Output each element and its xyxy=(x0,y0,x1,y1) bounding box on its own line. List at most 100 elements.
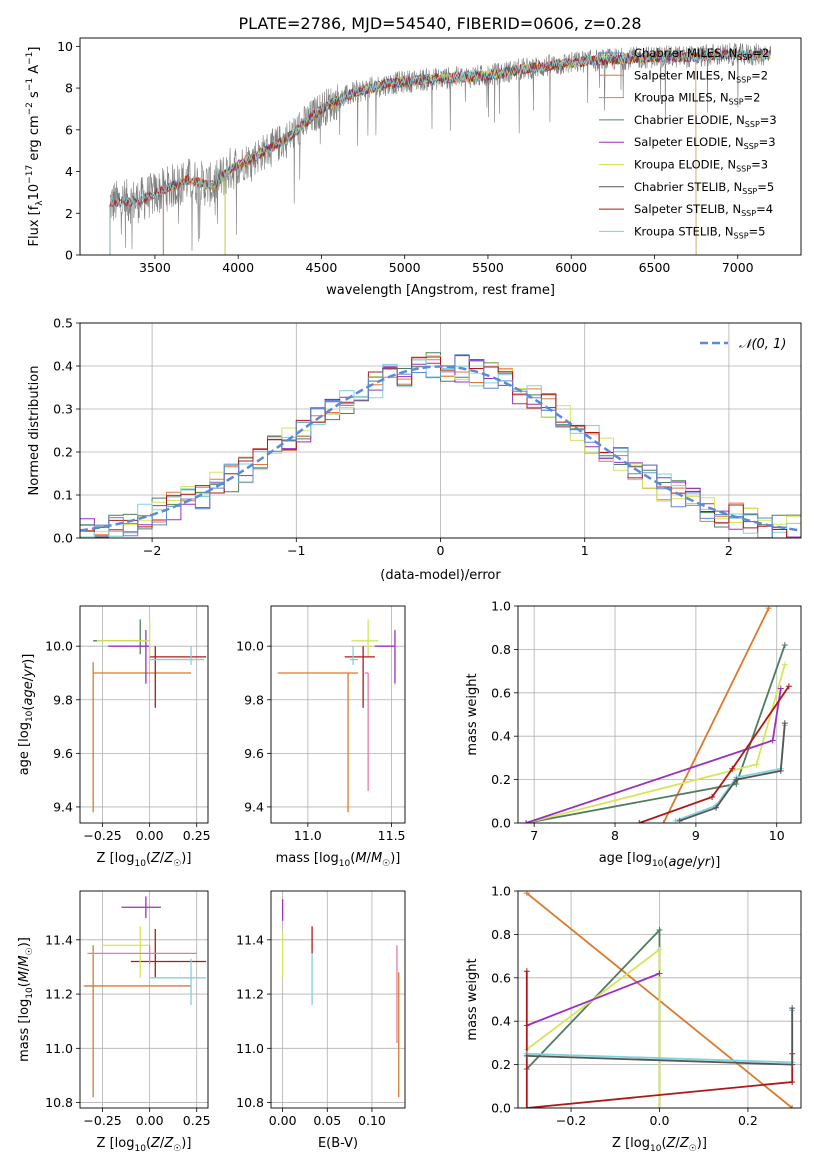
weight-point-marker xyxy=(713,804,720,811)
y-tick-label: 6 xyxy=(65,122,73,137)
weight-series-line xyxy=(525,971,794,1108)
x-tick-label: 7 xyxy=(530,828,538,843)
x-tick-label: 9 xyxy=(692,828,700,843)
panels: 3500 4000 4500 5000 5500 6000 6500 70000246810w… xyxy=(17,37,802,1154)
x-tick-label: −1 xyxy=(287,543,305,558)
weight-plot-area xyxy=(523,891,796,1108)
y-tick-label: 0.4 xyxy=(491,729,511,744)
y-tick-label: 11.2 xyxy=(45,987,73,1002)
axes-frame xyxy=(79,890,209,1109)
y-tick-label: 0.6 xyxy=(491,685,511,700)
x-tick-label: 0.2 xyxy=(738,1113,758,1128)
weight-point-marker xyxy=(781,661,788,668)
y-axis-label: mass weight xyxy=(465,958,480,1040)
x-axis-label: (data-model)/error xyxy=(380,568,501,583)
legend-label: Kroupa ELODIE, NSSP=3 xyxy=(634,158,768,174)
x-tick-label: 1 xyxy=(581,543,589,558)
x-tick-label: −0.25 xyxy=(83,828,121,843)
x-tick-label: 0.05 xyxy=(313,1113,341,1128)
y-tick-label: 0.4 xyxy=(53,359,73,374)
y-tick-label: 0.2 xyxy=(53,445,73,460)
spectrum-plot-area xyxy=(109,42,772,255)
x-tick-label: 4500 xyxy=(306,260,338,275)
y-tick-label: 0.0 xyxy=(491,1101,511,1116)
x-axis-label: wavelength [Angstrom, rest frame] xyxy=(326,283,555,298)
x-tick-label: 11.5 xyxy=(378,828,406,843)
legend-label: Chabrier STELIB, NSSP=5 xyxy=(634,180,774,196)
weight-point-marker xyxy=(729,765,736,772)
weight-point-marker xyxy=(785,683,792,690)
legend-label: 𝒩(0, 1) xyxy=(739,337,786,352)
y-tick-label: 0.4 xyxy=(491,1014,511,1029)
errorbar-plot-area xyxy=(271,891,405,1108)
y-tick-label: 0.0 xyxy=(53,531,73,546)
weight-point-marker xyxy=(733,776,740,783)
figure-title: PLATE=2786, MJD=54540, FIBERID=0606, z=0… xyxy=(238,14,641,33)
x-tick-label: 0.0 xyxy=(650,1113,670,1128)
weight-point-marker xyxy=(777,767,784,774)
y-tick-label: 11.0 xyxy=(45,1041,73,1056)
x-tick-label: 6500 xyxy=(639,260,671,275)
y-tick-label: 11.2 xyxy=(236,987,264,1002)
weight-point-marker xyxy=(656,927,663,934)
spectrum-panel: 3500 4000 4500 5000 5500 6000 6500 7000 0 2 4 6 8 10 w… xyxy=(25,37,802,298)
y-tick-label: 0.3 xyxy=(53,402,73,417)
y-tick-label: 10.0 xyxy=(236,639,264,654)
y-tick-label: 0.8 xyxy=(491,927,511,942)
y-tick-label: 9.8 xyxy=(53,692,73,707)
y-tick-label: 1.0 xyxy=(491,599,511,614)
legend-label: Salpeter ELODIE, NSSP=3 xyxy=(634,135,776,151)
x-axis-label: E(B-V) xyxy=(318,1136,358,1151)
weight-point-marker xyxy=(789,1105,796,1108)
weight-vs-z-panel: −0.2 0.0 0.2 0.0 0.2 0.4 0.6 0.8 1.0 Z [log10(Z/Z… xyxy=(465,884,802,1154)
weight-point-marker xyxy=(656,1105,663,1108)
weight-point-marker xyxy=(523,1105,530,1108)
x-tick-label: 0.00 xyxy=(136,828,164,843)
y-tick-label: 0.6 xyxy=(491,970,511,985)
y-axis-label: Normed distribution xyxy=(27,366,42,496)
x-axis-label: age [log10(age/yr)] xyxy=(599,851,721,870)
weight-point-marker xyxy=(523,820,530,823)
y-tick-label: 11.0 xyxy=(236,1041,264,1056)
x-axis-label: mass [log10(M/M☉)] xyxy=(276,851,401,869)
x-axis-label: Z [log10(Z/Z☉)] xyxy=(97,851,192,869)
y-tick-label: 9.6 xyxy=(53,746,73,761)
x-tick-label: 7000 xyxy=(722,260,754,275)
age-vs-mass-panel: 11.0 11.5 9.4 9.6 9.8 10.0 mass [log10(M/M☉)] xyxy=(236,605,406,869)
mass-vs-z-panel: −0.25 0.00 0.25 10.8 11.0 11.2 11.4 Z [log10(Z/… xyxy=(17,890,211,1154)
x-tick-label: −2 xyxy=(143,543,161,558)
y-tick-label: 9.6 xyxy=(244,746,264,761)
y-tick-label: 4 xyxy=(65,164,73,179)
y-tick-label: 10.8 xyxy=(236,1095,264,1110)
x-tick-label: 6000 xyxy=(555,260,587,275)
y-tick-label: 0.8 xyxy=(491,642,511,657)
legend-label: Chabrier ELODIE, NSSP=3 xyxy=(634,113,777,129)
age-vs-z-panel: −0.25 0.00 0.25 9.4 9.6 9.8 10.0 Z [log10(Z/Z☉)… xyxy=(17,605,211,869)
weight-point-marker xyxy=(523,968,530,975)
weight-plot-area xyxy=(523,606,792,823)
legend-label: Kroupa STELIB, NSSP=5 xyxy=(634,224,765,240)
errorbar-plot-area xyxy=(80,606,208,823)
x-tick-label: 4000 xyxy=(222,260,254,275)
y-tick-label: 11.4 xyxy=(236,932,264,947)
residual-histogram xyxy=(80,354,801,538)
x-tick-label: 5500 xyxy=(472,260,504,275)
weight-point-marker xyxy=(777,685,784,692)
errorbar-plot-area xyxy=(80,891,208,1108)
y-tick-label: 0.2 xyxy=(491,1057,511,1072)
y-axis-label: age [log10(age/yr)] xyxy=(17,654,36,776)
legend-label: Kroupa MILES, NSSP=2 xyxy=(634,91,760,107)
legend-label: Salpeter STELIB, NSSP=4 xyxy=(634,202,773,218)
weight-point-marker xyxy=(709,793,716,800)
x-axis-label: Z [log10(Z/Z☉)] xyxy=(612,1136,707,1154)
x-tick-label: −0.2 xyxy=(556,1113,586,1128)
y-tick-label: 10.0 xyxy=(45,639,73,654)
model-spectrum-line xyxy=(109,48,771,255)
x-tick-label: 10 xyxy=(769,828,785,843)
x-tick-label: 0.25 xyxy=(183,1113,211,1128)
weight-vs-age-panel: 7 8 9 10 0.0 0.2 0.4 0.6 0.8 1.0 age [log10(age/yr… xyxy=(465,599,802,870)
weight-series-line xyxy=(662,607,770,823)
weight-point-marker xyxy=(523,1052,530,1059)
